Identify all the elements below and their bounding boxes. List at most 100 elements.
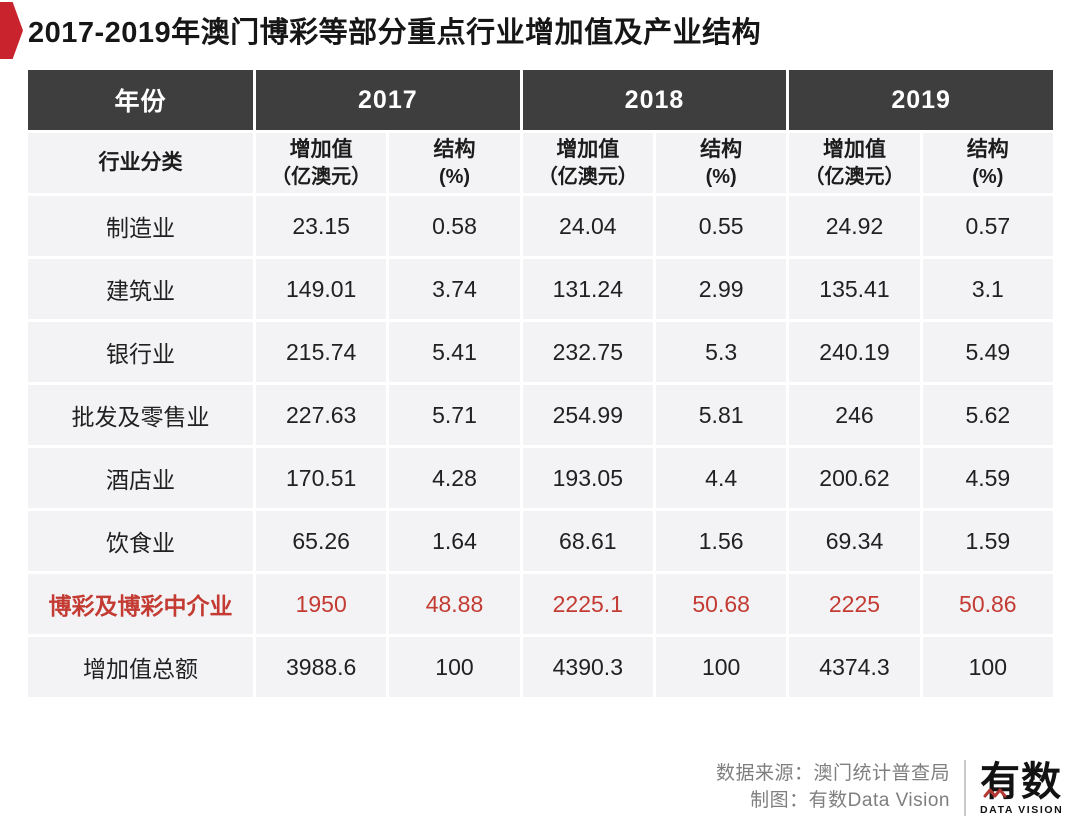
data-source-value: 澳门统计普查局 — [813, 763, 950, 785]
cell-value: 23.15 — [256, 196, 387, 256]
sub-header-row: 行业分类 增加值 （亿澳元） 结构 (%) 增加值 （亿澳元） 结构 (%) 增加值 （亿… — [28, 133, 1053, 193]
table-row: 酒店业 170.51 4.28 193.05 4.4 200.62 4.59 — [28, 448, 1053, 508]
cell-value: 0.58 — [389, 196, 520, 256]
cell-value: 149.01 — [256, 259, 387, 319]
cell-value: 2225.1 — [522, 574, 653, 634]
cell-value: 4390.3 — [522, 637, 653, 697]
cell-value: 131.24 — [522, 259, 653, 319]
cell-value: 1.64 — [389, 511, 520, 571]
row-header-label: 行业分类 — [28, 133, 253, 193]
row-label: 增加值总额 — [28, 637, 253, 697]
footer-divider — [964, 760, 966, 816]
cell-value: 4.28 — [389, 448, 520, 508]
subheader-value-line1: 增加值 — [822, 138, 886, 162]
cell-value: 65.26 — [256, 511, 387, 571]
cell-value: 69.34 — [789, 511, 920, 571]
row-label: 建筑业 — [28, 259, 253, 319]
table-row: 增加值总额 3988.6 100 4390.3 100 4374.3 100 — [28, 637, 1053, 697]
cell-value: 193.05 — [522, 448, 653, 508]
cell-value: 0.55 — [655, 196, 787, 256]
cell-value: 200.62 — [789, 448, 920, 508]
footer: 数据来源：澳门统计普查局 制图：有数Data Vision 有数 DATA VI… — [716, 756, 1062, 820]
brand-logo-subtext: DATA VISION — [980, 803, 1064, 816]
cell-value: 5.81 — [655, 385, 787, 445]
page-title: 2017-2019年澳门博彩等部分重点行业增加值及产业结构 — [28, 17, 762, 49]
title-ribbon-icon — [0, 2, 23, 59]
cell-value: 232.75 — [522, 322, 653, 382]
header-year-2018: 2018 — [522, 70, 787, 130]
cell-value: 5.71 — [389, 385, 520, 445]
row-label: 银行业 — [28, 322, 253, 382]
table-row: 饮食业 65.26 1.64 68.61 1.56 69.34 1.59 — [28, 511, 1053, 571]
cell-value: 24.92 — [789, 196, 920, 256]
cell-value: 4.59 — [922, 448, 1053, 508]
cell-value: 227.63 — [256, 385, 387, 445]
table-header: 年份 2017 2018 2019 行业分类 增加值 （亿澳元） 结构 (%) 增加… — [28, 70, 1053, 193]
brand-logo-text: 有数 — [980, 759, 1062, 804]
table-row: 制造业 23.15 0.58 24.04 0.55 24.92 0.57 — [28, 196, 1053, 256]
header-year-2017: 2017 — [256, 70, 520, 130]
subheader-share-line2: (%) — [972, 165, 1004, 188]
subheader-share-2019: 结构 (%) — [922, 133, 1053, 193]
cell-value: 4.4 — [655, 448, 787, 508]
brand-logo: 有数 DATA VISION — [980, 761, 1062, 816]
cell-value: 50.68 — [655, 574, 787, 634]
cell-value: 240.19 — [789, 322, 920, 382]
cell-value: 1.59 — [922, 511, 1053, 571]
table-row: 建筑业 149.01 3.74 131.24 2.99 135.41 3.1 — [28, 259, 1053, 319]
cell-value: 135.41 — [789, 259, 920, 319]
cell-value: 5.41 — [389, 322, 520, 382]
cell-value: 254.99 — [522, 385, 653, 445]
subheader-value-line1: 增加值 — [556, 138, 620, 162]
data-source-line: 数据来源：澳门统计普查局 — [716, 761, 950, 788]
table-body: 制造业 23.15 0.58 24.04 0.55 24.92 0.57 建筑业… — [28, 196, 1053, 697]
row-label: 博彩及博彩中介业 — [28, 574, 253, 634]
cell-value: 1.56 — [655, 511, 787, 571]
subheader-share-line1: 结构 — [433, 138, 476, 162]
subheader-value-line2: （亿澳元） — [271, 165, 372, 188]
subheader-value-2019: 增加值 （亿澳元） — [789, 133, 920, 193]
subheader-value-line2: （亿澳元） — [804, 165, 905, 188]
cell-value: 5.3 — [655, 322, 787, 382]
cell-value: 48.88 — [389, 574, 520, 634]
cell-value: 100 — [922, 637, 1053, 697]
subheader-share-line2: (%) — [438, 165, 471, 188]
cell-value: 2.99 — [655, 259, 787, 319]
cell-value: 24.04 — [522, 196, 653, 256]
table-row: 博彩及博彩中介业 1950 48.88 2225.1 50.68 2225 50… — [28, 574, 1053, 634]
cell-value: 50.86 — [922, 574, 1053, 634]
cell-value: 68.61 — [522, 511, 653, 571]
cell-value: 100 — [655, 637, 787, 697]
cell-value: 3988.6 — [256, 637, 387, 697]
cell-value: 215.74 — [256, 322, 387, 382]
table-row: 银行业 215.74 5.41 232.75 5.3 240.19 5.49 — [28, 322, 1053, 382]
subheader-share-2017: 结构 (%) — [389, 133, 520, 193]
cell-value: 1950 — [256, 574, 387, 634]
corner-header-year: 年份 — [28, 70, 253, 130]
credit-label: 制图： — [750, 790, 809, 811]
row-label: 制造业 — [28, 196, 253, 256]
table-row: 批发及零售业 227.63 5.71 254.99 5.81 246 5.62 — [28, 385, 1053, 445]
credit-value: 有数Data Vision — [808, 790, 950, 811]
credits: 数据来源：澳门统计普查局 制图：有数Data Vision — [716, 761, 950, 814]
subheader-value-line2: （亿澳元） — [537, 165, 638, 188]
row-label: 酒店业 — [28, 448, 253, 508]
row-label: 饮食业 — [28, 511, 253, 571]
cell-value: 3.1 — [922, 259, 1053, 319]
data-source-label: 数据来源： — [715, 763, 814, 785]
title-bar: 2017-2019年澳门博彩等部分重点行业增加值及产业结构 — [0, 0, 1080, 66]
cell-value: 246 — [789, 385, 920, 445]
subheader-value-2018: 增加值 （亿澳元） — [522, 133, 653, 193]
header-year-2019: 2019 — [789, 70, 1053, 130]
cell-value: 5.49 — [922, 322, 1053, 382]
subheader-value-2017: 增加值 （亿澳元） — [256, 133, 387, 193]
cell-value: 170.51 — [256, 448, 387, 508]
cell-value: 100 — [389, 637, 520, 697]
subheader-share-line2: (%) — [705, 165, 737, 188]
subheader-share-line1: 结构 — [966, 138, 1009, 162]
subheader-share-line1: 结构 — [700, 138, 743, 162]
year-header-row: 年份 2017 2018 2019 — [28, 70, 1053, 130]
data-table: 年份 2017 2018 2019 行业分类 增加值 （亿澳元） 结构 (%) 增加… — [25, 67, 1056, 700]
credit-line: 制图：有数Data Vision — [716, 788, 950, 815]
